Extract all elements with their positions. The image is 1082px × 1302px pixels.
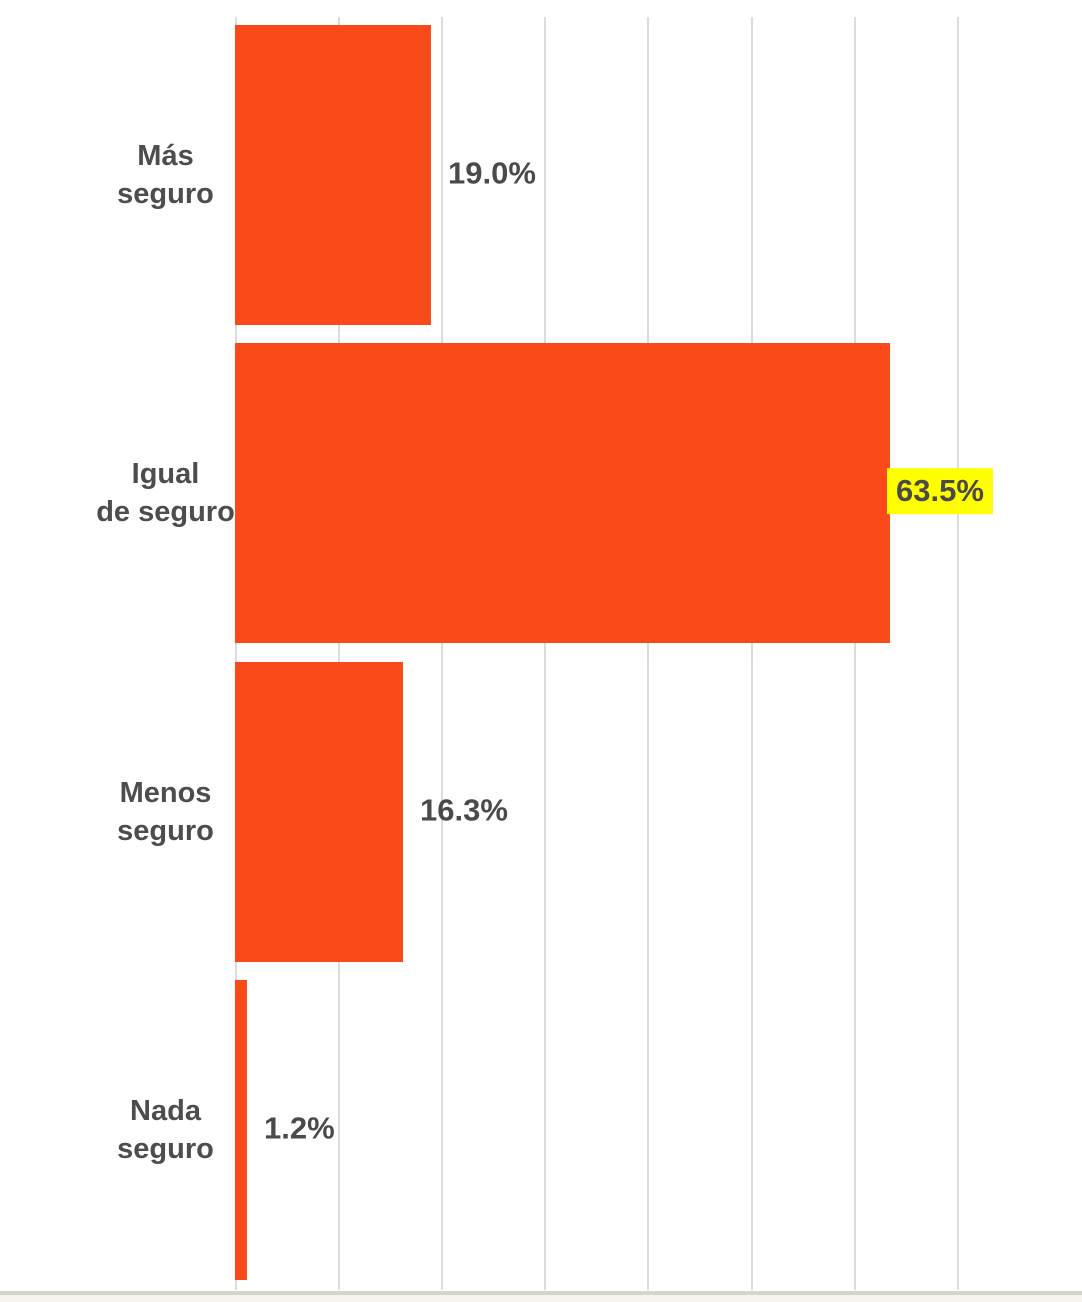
gridline-60pct [854, 17, 856, 1290]
value-label-2: 16.3% [420, 792, 508, 828]
category-label-line: Igual [131, 458, 200, 491]
bottom-strip [0, 1295, 1082, 1302]
category-label-line: Nada [130, 1094, 201, 1127]
gridline-40pct [647, 17, 649, 1290]
category-label-line: de seguro [96, 496, 235, 529]
category-label-line: Menos [119, 776, 212, 809]
gridline-30pct [544, 17, 546, 1290]
bar-1 [235, 343, 890, 644]
bar-3 [235, 979, 247, 1280]
gridline-0pct [235, 17, 237, 1290]
bar-0 [235, 25, 431, 325]
value-label-3: 1.2% [264, 1110, 335, 1146]
category-label-line: seguro [117, 178, 214, 210]
category-label-1: Igual de seguro [38, 455, 293, 531]
gridline-10pct [338, 17, 340, 1290]
category-label-3: Nada seguro [38, 1092, 293, 1168]
gridline-70pct [957, 17, 959, 1290]
category-label-line: Más [137, 140, 194, 172]
category-label-2: Menos seguro [38, 774, 293, 850]
category-label-line: seguro [117, 1132, 214, 1165]
gridline-50pct [751, 17, 753, 1290]
bar-2 [235, 661, 403, 962]
value-label-0: 19.0% [448, 155, 536, 191]
category-label-0: Más seguro [38, 137, 293, 213]
bottom-border-line [0, 1291, 1082, 1295]
category-label-line: seguro [117, 814, 214, 847]
gridline-20pct [441, 17, 443, 1290]
value-label-highlighted-1: 63.5% [887, 468, 993, 515]
